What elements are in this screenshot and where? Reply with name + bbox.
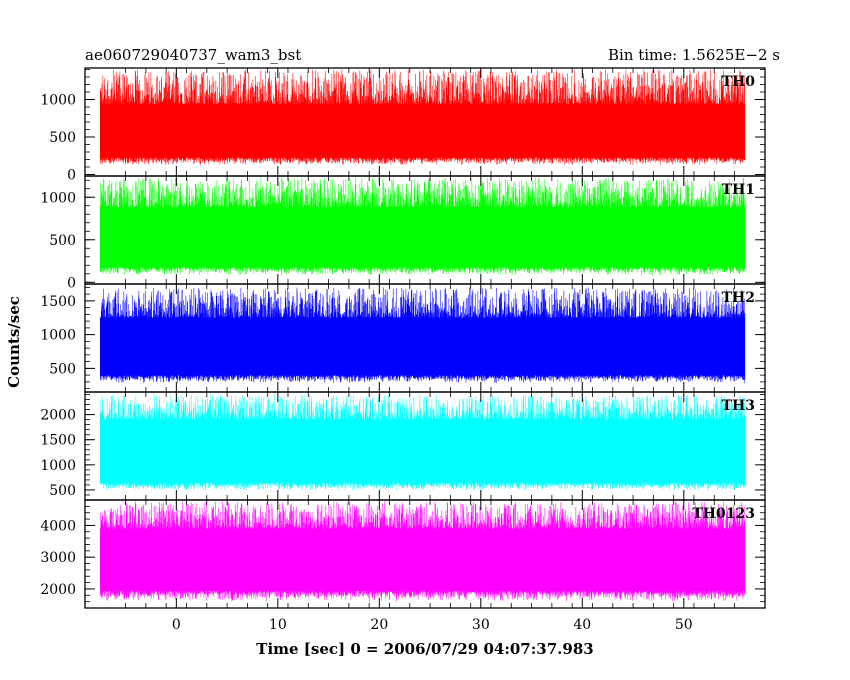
panel-th3: 500 1000 1500 2000 TH3 [40, 391, 766, 501]
y-tick-label: 1500 [40, 433, 76, 449]
x-tick-label: 10 [269, 617, 287, 633]
y-tick-label: 1000 [40, 328, 76, 344]
y-tick-label: 1500 [40, 294, 76, 310]
panel-th0: 0 500 1000 TH0 [40, 67, 766, 184]
panel-label-th0: TH0 [722, 74, 756, 90]
y-tick-label: 0 [67, 168, 76, 184]
x-tick-label: 0 [172, 617, 181, 633]
y-axis-title: Counts/sec [5, 296, 23, 388]
y-tick-label: 1000 [40, 190, 76, 206]
y-tick-label: 500 [49, 361, 76, 377]
y-tick-label: 3000 [40, 550, 76, 566]
y-tick-label: 500 [49, 483, 76, 499]
x-tick-label: 50 [675, 617, 693, 633]
chart-title-right: Bin time: 1.5625E−2 s [608, 46, 780, 64]
y-tick-label: 4000 [40, 518, 76, 534]
panel-frame [84, 499, 766, 609]
x-tick-label: 20 [370, 617, 388, 633]
y-tick-label: 1000 [40, 93, 76, 109]
series-band-th3 [100, 430, 745, 478]
panel-label-th2: TH2 [722, 290, 755, 306]
panel-label-th3: TH3 [722, 398, 755, 414]
x-axis-title: Time [sec] 0 = 2006/07/29 04:07:37.983 [256, 640, 593, 658]
series-band-th0 [100, 113, 745, 155]
series-band-th0123 [100, 539, 745, 582]
x-tick-label: 30 [472, 617, 490, 633]
panel-label-th0123: TH0123 [692, 506, 755, 522]
chart-title-left: ae060729040737_wam3_bst [85, 46, 301, 64]
panel-th0123: 2000 3000 4000 TH0123 [40, 499, 766, 609]
y-tick-label: 500 [49, 233, 76, 249]
panel-label-th1: TH1 [722, 182, 755, 198]
y-tick-label: 500 [49, 130, 76, 146]
y-tick-label: 2000 [40, 408, 76, 424]
panel-th2: 500 1000 1500 TH2 [40, 283, 766, 393]
y-tick-label: 0 [67, 275, 76, 291]
series-band-th1 [100, 218, 745, 265]
x-tick-label: 40 [573, 617, 591, 633]
y-tick-label: 1000 [40, 458, 76, 474]
y-tick-label: 2000 [40, 582, 76, 598]
series-band-th2 [100, 328, 745, 372]
panel-th1: 0 500 1000 TH1 [40, 175, 766, 291]
